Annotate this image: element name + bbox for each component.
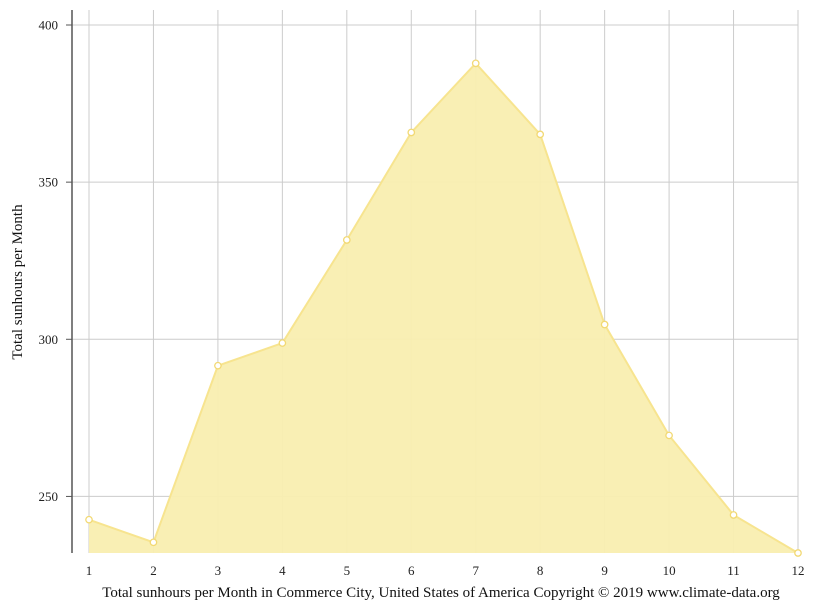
y-tick-label: 300 <box>39 332 59 347</box>
x-tick-label: 11 <box>727 563 740 578</box>
data-point <box>149 538 158 547</box>
data-point <box>665 431 673 440</box>
y-tick-label: 400 <box>39 18 59 33</box>
data-point <box>278 339 287 347</box>
x-tick-label: 3 <box>215 563 222 578</box>
x-axis-label: Total sunhours per Month in Commerce Cit… <box>102 585 780 601</box>
data-point <box>471 59 480 68</box>
data-point <box>536 130 545 139</box>
x-tick-label: 4 <box>279 563 286 578</box>
series-line <box>88 61 799 554</box>
data-point <box>407 128 416 137</box>
data-point <box>342 236 351 244</box>
y-tick-labels: 250 300 350 400 <box>39 18 72 504</box>
data-point <box>85 515 93 524</box>
x-tick-label: 6 <box>408 563 415 578</box>
y-axis-label: Total sunhours per Month <box>10 204 26 360</box>
x-tick-label: 12 <box>792 563 805 578</box>
x-tick-label: 10 <box>663 563 676 578</box>
x-tick-labels: 1 2 3 4 5 6 7 8 9 10 11 12 <box>86 563 805 578</box>
x-tick-label: 7 <box>472 563 479 578</box>
y-tick-label: 250 <box>39 489 59 504</box>
data-point <box>794 549 802 557</box>
x-tick-label: 1 <box>86 563 93 578</box>
data-points <box>85 59 802 557</box>
y-tick-label: 350 <box>39 175 59 190</box>
x-tick-label: 2 <box>150 563 157 578</box>
x-tick-label: 5 <box>344 563 351 578</box>
x-tick-label: 9 <box>601 563 608 578</box>
x-tick-label: 8 <box>537 563 544 578</box>
data-point <box>729 511 738 519</box>
data-point <box>600 320 609 329</box>
data-point <box>214 361 222 370</box>
area-fill <box>89 63 798 553</box>
